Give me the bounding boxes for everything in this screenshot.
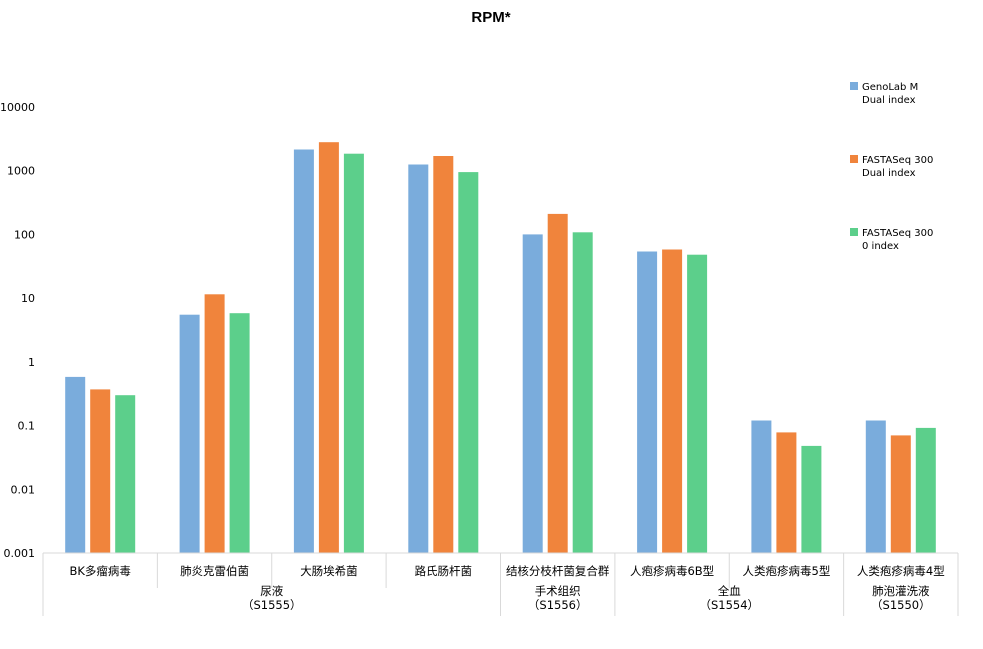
bar — [522, 234, 543, 553]
bar — [408, 164, 429, 553]
y-tick-label: 1 — [28, 356, 35, 369]
bar — [687, 254, 708, 553]
y-axis: 0.001 0.01 0.1 1 10 100 1000 10000 — [0, 101, 35, 560]
legend-label: 0 index — [862, 241, 899, 252]
bar — [293, 149, 314, 553]
chart-title: RPM* — [471, 9, 510, 26]
y-tick-label: 0.01 — [11, 483, 36, 496]
group-label: 全血 — [718, 584, 741, 598]
bar — [801, 445, 822, 553]
bar — [433, 156, 454, 553]
group-label: 肺泡灌洗液 — [872, 584, 930, 598]
bar — [915, 427, 936, 553]
bar — [662, 249, 683, 553]
bar — [229, 313, 250, 553]
x-tick-label: 肺炎克雷伯菌 — [180, 564, 249, 578]
y-tick-label: 0.1 — [18, 420, 36, 433]
x-tick-label: 人类疱疹病毒5型 — [743, 564, 831, 578]
legend-label: Dual index — [862, 168, 916, 179]
group-label: 手术组织 — [535, 584, 581, 598]
bar — [318, 142, 339, 553]
bar — [637, 251, 658, 553]
group-label: 尿液 — [260, 584, 283, 598]
x-tick-label: 大肠埃希菌 — [300, 564, 358, 578]
y-tick-label: 0.001 — [4, 547, 36, 560]
bar — [90, 389, 111, 553]
bar — [865, 420, 886, 553]
x-tick-label: 人类疱疹病毒4型 — [857, 564, 945, 578]
x-tick-label: 结核分枝杆菌复合群 — [506, 564, 610, 578]
y-tick-label: 10 — [21, 292, 35, 305]
legend: GenoLab M Dual index FASTASeq 300 Dual inde… — [850, 82, 933, 252]
x-axis: BK多瘤病毒 肺炎克雷伯菌 大肠埃希菌 路氏肠杆菌 结核分枝杆菌复合群 人疱疹病毒6B型 人… — [42, 552, 959, 616]
bars — [65, 142, 936, 554]
legend-swatch — [850, 82, 858, 90]
bar — [458, 172, 479, 553]
x-tick-label: BK多瘤病毒 — [69, 564, 131, 578]
bar — [115, 395, 136, 553]
bar — [890, 435, 911, 553]
bar — [204, 294, 225, 553]
y-tick-label: 100 — [14, 228, 35, 241]
x-tick-label: 路氏肠杆菌 — [415, 564, 473, 578]
legend-label: GenoLab M — [862, 82, 918, 93]
bar — [179, 314, 200, 553]
bar — [572, 232, 593, 554]
group-code: （S1556） — [528, 598, 588, 612]
bar — [65, 376, 86, 553]
legend-label: Dual index — [862, 95, 916, 106]
bar — [751, 420, 772, 553]
bar — [776, 432, 797, 553]
legend-label: FASTASeq 300 — [862, 155, 933, 166]
group-code: （S1554） — [699, 598, 759, 612]
y-tick-label: 1000 — [7, 165, 35, 178]
y-tick-label: 10000 — [0, 101, 35, 114]
bar — [547, 213, 568, 553]
x-tick-label: 人疱疹病毒6B型 — [630, 564, 714, 578]
group-code: （S1550） — [871, 598, 931, 612]
legend-swatch — [850, 228, 858, 236]
bar — [343, 153, 364, 553]
group-code: （S1555） — [242, 598, 302, 612]
legend-swatch — [850, 155, 858, 163]
legend-label: FASTASeq 300 — [862, 228, 933, 239]
